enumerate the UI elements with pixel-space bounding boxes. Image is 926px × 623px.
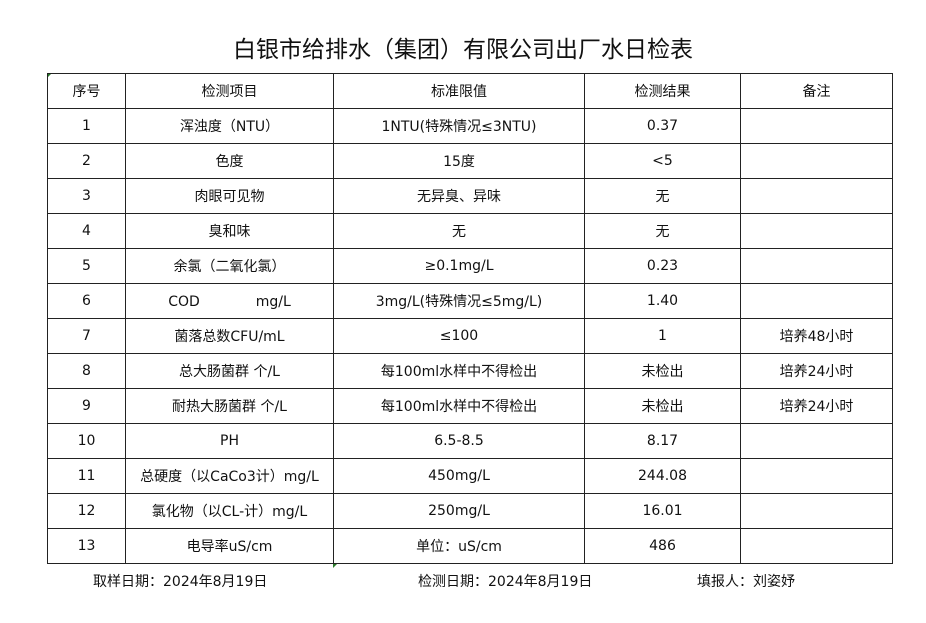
test-item: 余氯（二氧化氯）	[125, 248, 334, 284]
test-item: 氯化物（以CL-计）mg/L	[125, 493, 334, 529]
row-number: 10	[47, 423, 126, 459]
table-row: 12 氯化物（以CL-计）mg/L 250mg/L 16.01	[47, 493, 893, 529]
table-row: 2 色度 15度 <5	[47, 143, 893, 179]
standard-limit: 15度	[333, 143, 585, 179]
test-result: 16.01	[584, 493, 741, 529]
standard-limit: ≥0.1mg/L	[333, 248, 585, 284]
table-row: 3 肉眼可见物 无异臭、异味无	[47, 178, 893, 214]
test-result: 8.17	[584, 423, 741, 459]
header-cell: 检测项目	[125, 73, 334, 109]
test-item: 菌落总数CFU/mL	[125, 318, 334, 354]
test-result: 244.08	[584, 458, 741, 494]
remark	[740, 458, 893, 494]
table-row: 13 电导率uS/cm 单位：uS/cm 486	[47, 528, 893, 564]
standard-limit: 无异臭、异味	[333, 178, 585, 214]
remark	[740, 493, 893, 529]
row-number: 2	[47, 143, 126, 179]
test-result: 0.23	[584, 248, 741, 284]
test-result: 1	[584, 318, 741, 354]
row-number: 12	[47, 493, 126, 529]
row-number: 13	[47, 528, 126, 564]
standard-limit: 1NTU(特殊情况≤3NTU)	[333, 108, 585, 144]
row-number: 11	[47, 458, 126, 494]
table-row: 5 余氯（二氧化氯） ≥0.1mg/L 0.23	[47, 248, 893, 284]
table-row: 1 浑浊度（NTU） 1NTU(特殊情况≤3NTU) 0.37	[47, 108, 893, 144]
row-number: 8	[47, 353, 126, 389]
standard-limit: ≤100	[333, 318, 585, 354]
page-title: 白银市给排水（集团）有限公司出厂水日检表	[233, 37, 693, 63]
test-result: 无	[584, 178, 741, 214]
header-cell: 检测结果	[584, 73, 741, 109]
standard-limit: 每100ml水样中不得检出	[333, 388, 585, 424]
test-item: PH	[125, 423, 334, 459]
test-item: 色度	[125, 143, 334, 179]
remark	[740, 283, 893, 319]
table-row: 7 菌落总数CFU/mL ≤100 1 培养48小时	[47, 318, 893, 354]
test-item: 肉眼可见物	[125, 178, 334, 214]
remark	[740, 423, 893, 459]
row-number: 3	[47, 178, 126, 214]
remark	[740, 528, 893, 564]
test-item: 总大肠菌群 个/L	[125, 353, 334, 389]
remark	[740, 248, 893, 284]
remark	[740, 143, 893, 179]
remark	[740, 213, 893, 249]
row-number: 1	[47, 108, 126, 144]
remark	[740, 108, 893, 144]
table-row: 4 臭和味无无	[47, 213, 893, 249]
test-result: 未检出	[584, 388, 741, 424]
table-row: 11 总硬度（以CaCo3计）mg/L 450mg/L 244.08	[47, 458, 893, 494]
test-result: <5	[584, 143, 741, 179]
test-item: COD mg/L	[125, 283, 334, 319]
standard-limit: 每100ml水样中不得检出	[333, 353, 585, 389]
row-number: 7	[47, 318, 126, 354]
reporter: 填报人：刘姿妤	[697, 574, 795, 590]
test-result: 未检出	[584, 353, 741, 389]
test-item: 总硬度（以CaCo3计）mg/L	[125, 458, 334, 494]
header-cell: 序号	[47, 73, 126, 109]
test-date: 检测日期：2024年8月19日	[418, 574, 593, 590]
row-number: 4	[47, 213, 126, 249]
table-row: 9 耐热大肠菌群 个/L 每100ml水样中不得检出 未检出 培养24小时	[47, 388, 893, 424]
standard-limit: 450mg/L	[333, 458, 585, 494]
remark: 培养24小时	[740, 388, 893, 424]
standard-limit: 250mg/L	[333, 493, 585, 529]
test-item: 耐热大肠菌群 个/L	[125, 388, 334, 424]
test-item: 浑浊度（NTU）	[125, 108, 334, 144]
sampling-date: 取样日期：2024年8月19日	[93, 574, 268, 590]
row-number: 5	[47, 248, 126, 284]
standard-limit: 无	[333, 213, 585, 249]
test-result: 0.37	[584, 108, 741, 144]
standard-limit: 3mg/L(特殊情况≤5mg/L)	[333, 283, 585, 319]
standard-limit: 6.5-8.5	[333, 423, 585, 459]
table-row: 10 PH 6.5-8.5 8.17	[47, 423, 893, 459]
table-row: 8 总大肠菌群 个/L 每100ml水样中不得检出 未检出 培养24小时	[47, 353, 893, 389]
header-cell: 标准限值	[333, 73, 585, 109]
table-header-row: 序号 检测项目 标准限值 检测结果 备注	[47, 73, 893, 109]
remark	[740, 178, 893, 214]
test-result: 486	[584, 528, 741, 564]
test-item: 臭和味	[125, 213, 334, 249]
test-result: 1.40	[584, 283, 741, 319]
test-result: 无	[584, 213, 741, 249]
standard-limit: 单位：uS/cm	[333, 528, 585, 564]
header-cell: 备注	[740, 73, 893, 109]
inspection-table: 序号 检测项目 标准限值 检测结果 备注 1 浑浊度（NTU） 1NTU(特殊情况≤…	[47, 73, 893, 564]
remark: 培养48小时	[740, 318, 893, 354]
row-number: 9	[47, 388, 126, 424]
cell-marker	[333, 563, 338, 568]
remark: 培养24小时	[740, 353, 893, 389]
test-item: 电导率uS/cm	[125, 528, 334, 564]
table-row: 6 COD mg/L 3mg/L(特殊情况≤5mg/L) 1.40	[47, 283, 893, 319]
row-number: 6	[47, 283, 126, 319]
